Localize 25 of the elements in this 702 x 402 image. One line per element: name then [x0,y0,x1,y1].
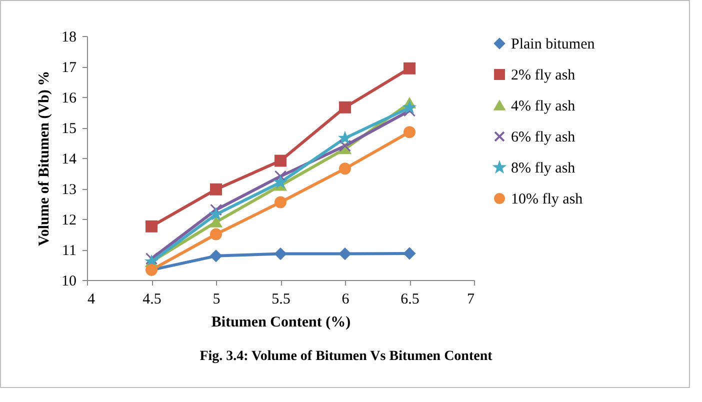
legend-label: 2% fly ash [511,68,576,84]
x-tick-label: 6 [342,292,350,308]
y-tick-label: 11 [62,243,76,259]
legend-label: 4% fly ash [511,98,576,114]
y-axis-title: Volume of Bitumen (Vb) % [36,70,52,246]
caption: Fig. 3.4: Volume of Bitumen Vs Bitumen Content [198,349,494,365]
x-tick-label: 4 [88,292,96,308]
y-tick-label: 15 [62,121,76,137]
y-tick-label: 10 [62,274,76,290]
x-tick-label: 5 [212,292,220,308]
y-tick-label: 12 [62,212,76,228]
legend-label: Plain bitumen [511,36,596,52]
legend-label: 6% fly ash [511,130,576,146]
x-axis-title: Bitumen Content (%) [211,314,351,330]
x-tick-label: 7 [467,292,475,308]
y-tick-label: 13 [62,182,76,198]
y-tick-label: 14 [62,152,77,168]
y-tick-label: 17 [62,60,77,76]
x-tick-label: 4.5 [142,292,162,308]
legend-label: 8% fly ash [511,160,576,176]
x-tick-label: 5.5 [272,292,290,308]
y-tick-label: 18 [62,30,76,46]
x-tick-label: 6.5 [400,292,420,308]
y-tick-label: 16 [62,90,77,106]
legend-label: 10% fly ash [511,192,584,208]
